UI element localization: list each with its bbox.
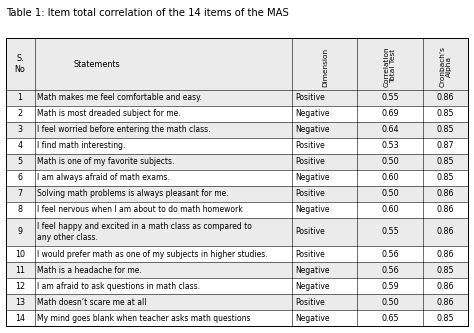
Bar xyxy=(6,38,468,90)
Text: Positive: Positive xyxy=(295,297,325,307)
Text: 0.87: 0.87 xyxy=(437,141,454,151)
Text: I feel nervous when I am about to do math homework: I feel nervous when I am about to do mat… xyxy=(37,205,243,214)
Text: Math doesn’t scare me at all: Math doesn’t scare me at all xyxy=(37,297,146,307)
Text: 0.65: 0.65 xyxy=(381,313,399,323)
Bar xyxy=(6,218,468,246)
Text: 4: 4 xyxy=(18,141,23,151)
Text: I would prefer math as one of my subjects in higher studies.: I would prefer math as one of my subject… xyxy=(37,249,268,259)
Text: 0.50: 0.50 xyxy=(381,157,399,166)
Text: 11: 11 xyxy=(15,265,25,275)
Text: 0.85: 0.85 xyxy=(437,125,454,135)
Text: 8: 8 xyxy=(18,205,23,214)
Text: Cronbach’s
Alpha: Cronbach’s Alpha xyxy=(439,46,452,87)
Text: 0.86: 0.86 xyxy=(437,249,454,259)
Text: Correlation
Total Test: Correlation Total Test xyxy=(384,46,396,87)
Text: Negative: Negative xyxy=(295,313,329,323)
Text: 0.55: 0.55 xyxy=(381,93,399,103)
Text: Positive: Positive xyxy=(295,227,325,236)
Text: Negative: Negative xyxy=(295,265,329,275)
Text: 7: 7 xyxy=(18,189,23,198)
Bar xyxy=(6,278,468,294)
Bar xyxy=(6,186,468,202)
Text: 0.85: 0.85 xyxy=(437,173,454,182)
Text: Table 1: Item total correlation of the 14 items of the MAS: Table 1: Item total correlation of the 1… xyxy=(6,8,289,18)
Bar xyxy=(6,106,468,122)
Text: 0.53: 0.53 xyxy=(381,141,399,151)
Text: 0.86: 0.86 xyxy=(437,227,454,236)
Text: I am always afraid of math exams.: I am always afraid of math exams. xyxy=(37,173,170,182)
Bar xyxy=(6,262,468,278)
Text: 0.50: 0.50 xyxy=(381,297,399,307)
Text: 0.86: 0.86 xyxy=(437,297,454,307)
Text: 5: 5 xyxy=(18,157,23,166)
Text: Positive: Positive xyxy=(295,249,325,259)
Text: Negative: Negative xyxy=(295,109,329,119)
Text: Positive: Positive xyxy=(295,157,325,166)
Text: Math is one of my favorite subjects.: Math is one of my favorite subjects. xyxy=(37,157,174,166)
Text: 9: 9 xyxy=(18,227,23,236)
Text: Math is a headache for me.: Math is a headache for me. xyxy=(37,265,142,275)
Bar xyxy=(6,138,468,154)
Text: I am afraid to ask questions in math class.: I am afraid to ask questions in math cla… xyxy=(37,281,200,291)
Text: 10: 10 xyxy=(15,249,25,259)
Text: 0.55: 0.55 xyxy=(381,227,399,236)
Text: I feel worried before entering the math class.: I feel worried before entering the math … xyxy=(37,125,210,135)
Text: 0.85: 0.85 xyxy=(437,313,454,323)
Text: 0.56: 0.56 xyxy=(381,249,399,259)
Text: 0.86: 0.86 xyxy=(437,189,454,198)
Text: 14: 14 xyxy=(15,313,25,323)
Text: Statements: Statements xyxy=(73,60,120,69)
Text: I find math interesting.: I find math interesting. xyxy=(37,141,125,151)
Text: My mind goes blank when teacher asks math questions: My mind goes blank when teacher asks mat… xyxy=(37,313,250,323)
Text: Negative: Negative xyxy=(295,125,329,135)
Text: Dimension: Dimension xyxy=(322,48,328,87)
Bar xyxy=(6,310,468,326)
Text: 0.60: 0.60 xyxy=(381,205,399,214)
Text: 0.56: 0.56 xyxy=(381,265,399,275)
Text: I feel happy and excited in a math class as compared to
any other class.: I feel happy and excited in a math class… xyxy=(37,222,252,242)
Text: Positive: Positive xyxy=(295,141,325,151)
Text: 0.60: 0.60 xyxy=(381,173,399,182)
Text: 0.85: 0.85 xyxy=(437,265,454,275)
Text: 13: 13 xyxy=(15,297,25,307)
Bar xyxy=(6,202,468,218)
Bar xyxy=(6,170,468,186)
Bar xyxy=(6,122,468,138)
Text: Solving math problems is always pleasant for me.: Solving math problems is always pleasant… xyxy=(37,189,228,198)
Text: 0.64: 0.64 xyxy=(381,125,399,135)
Text: 1: 1 xyxy=(18,93,23,103)
Text: 0.85: 0.85 xyxy=(437,157,454,166)
Text: 0.69: 0.69 xyxy=(381,109,399,119)
Text: Negative: Negative xyxy=(295,281,329,291)
Text: 3: 3 xyxy=(18,125,23,135)
Text: Negative: Negative xyxy=(295,205,329,214)
Text: Math makes me feel comfortable and easy.: Math makes me feel comfortable and easy. xyxy=(37,93,202,103)
Text: Math is most dreaded subject for me.: Math is most dreaded subject for me. xyxy=(37,109,181,119)
Text: Positive: Positive xyxy=(295,189,325,198)
Text: S.
No: S. No xyxy=(15,54,26,74)
Bar xyxy=(6,294,468,310)
Text: 0.86: 0.86 xyxy=(437,281,454,291)
Text: Positive: Positive xyxy=(295,93,325,103)
Text: 0.86: 0.86 xyxy=(437,93,454,103)
Text: 0.50: 0.50 xyxy=(381,189,399,198)
Text: 0.86: 0.86 xyxy=(437,205,454,214)
Text: 12: 12 xyxy=(15,281,25,291)
Text: 0.59: 0.59 xyxy=(381,281,399,291)
Bar xyxy=(6,246,468,262)
Text: 6: 6 xyxy=(18,173,23,182)
Text: 2: 2 xyxy=(18,109,23,119)
Bar xyxy=(6,154,468,170)
Bar xyxy=(6,90,468,106)
Text: 0.85: 0.85 xyxy=(437,109,454,119)
Text: Negative: Negative xyxy=(295,173,329,182)
